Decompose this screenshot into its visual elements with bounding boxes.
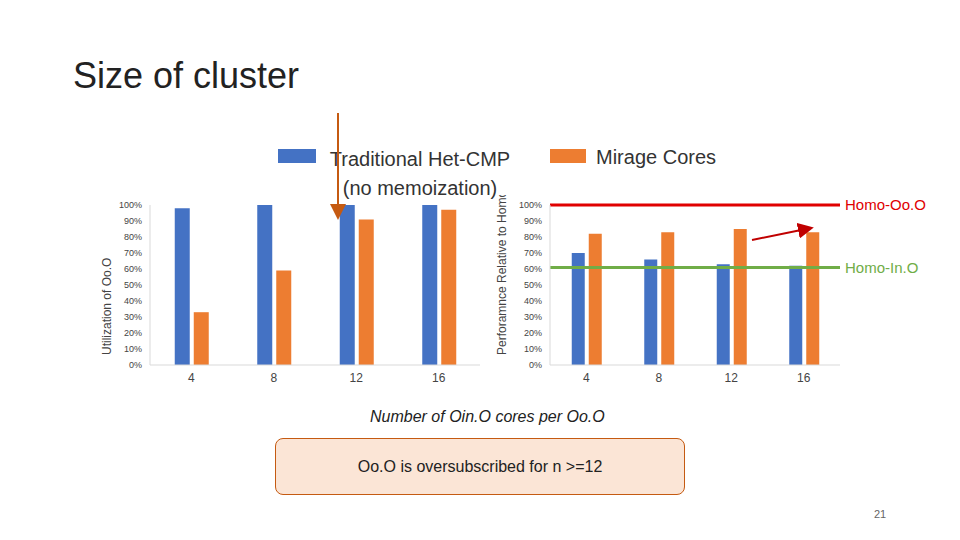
svg-text:20%: 20%	[124, 328, 142, 338]
svg-text:16: 16	[797, 371, 811, 385]
svg-text:30%: 30%	[124, 312, 142, 322]
svg-text:60%: 60%	[524, 264, 542, 274]
svg-text:Perforamnce Relative to Homo-O: Perforamnce Relative to Homo-Oo.O	[495, 195, 509, 355]
svg-text:90%: 90%	[524, 216, 542, 226]
svg-text:12: 12	[350, 371, 364, 385]
svg-text:Homo-In.O: Homo-In.O	[845, 259, 918, 276]
svg-text:12: 12	[725, 371, 739, 385]
html-text:Oo.O is oversubscribed for n >: Oo.O is oversubscribed for n >=12	[357, 457, 603, 475]
svg-text:100%: 100%	[519, 200, 542, 210]
svg-text:8: 8	[655, 371, 662, 385]
svg-text:10%: 10%	[524, 344, 542, 354]
svg-text:Homo-Oo.O: Homo-Oo.O	[845, 196, 926, 213]
svg-text:0%: 0%	[129, 360, 142, 370]
svg-text:50%: 50%	[124, 280, 142, 290]
svg-text:0%: 0%	[529, 360, 542, 370]
svg-text:10%: 10%	[124, 344, 142, 354]
svg-text:80%: 80%	[124, 232, 142, 242]
html-text:21: 21	[874, 508, 887, 520]
svg-text:70%: 70%	[124, 248, 142, 258]
html-text:Traditional Het-CMP (no memoiz: Traditional Het-CMP (no memoization)	[329, 148, 511, 199]
svg-text:16: 16	[432, 371, 446, 385]
svg-text:30%: 30%	[524, 312, 542, 322]
svg-text:80%: 80%	[524, 232, 542, 242]
svg-text:100%: 100%	[119, 200, 142, 210]
svg-text:40%: 40%	[524, 296, 542, 306]
svg-text:4: 4	[583, 371, 590, 385]
svg-text:20%: 20%	[524, 328, 542, 338]
html-text:Size of cluster: Size of cluster	[73, 55, 300, 96]
svg-text:70%: 70%	[524, 248, 542, 258]
html-text:Mirage Cores: Mirage Cores	[596, 146, 716, 168]
html-text:Number of Oin.O cores per Oo.O: Number of Oin.O cores per Oo.O	[370, 408, 605, 425]
svg-text:90%: 90%	[124, 216, 142, 226]
svg-text:8: 8	[270, 371, 277, 385]
svg-text:50%: 50%	[524, 280, 542, 290]
svg-text:60%: 60%	[124, 264, 142, 274]
svg-text:Utilization of Oo.O: Utilization of Oo.O	[100, 258, 114, 355]
svg-text:40%: 40%	[124, 296, 142, 306]
svg-text:4: 4	[188, 371, 195, 385]
